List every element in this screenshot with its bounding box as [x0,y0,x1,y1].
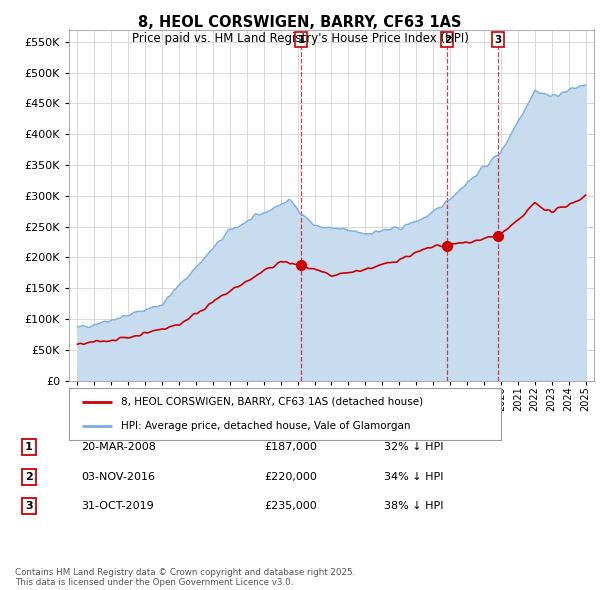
Text: 20-MAR-2008: 20-MAR-2008 [81,442,156,452]
Text: 34% ↓ HPI: 34% ↓ HPI [384,472,443,481]
Text: 3: 3 [494,35,502,45]
Text: 2: 2 [25,472,32,481]
Text: 31-OCT-2019: 31-OCT-2019 [81,502,154,511]
Text: 2: 2 [444,35,451,45]
Text: HPI: Average price, detached house, Vale of Glamorgan: HPI: Average price, detached house, Vale… [121,421,410,431]
Text: £235,000: £235,000 [264,502,317,511]
Text: 03-NOV-2016: 03-NOV-2016 [81,472,155,481]
Text: £220,000: £220,000 [264,472,317,481]
Text: 8, HEOL CORSWIGEN, BARRY, CF63 1AS: 8, HEOL CORSWIGEN, BARRY, CF63 1AS [138,15,462,30]
Text: 3: 3 [25,502,32,511]
Text: 1: 1 [298,35,305,45]
Text: 1: 1 [25,442,32,452]
Text: 38% ↓ HPI: 38% ↓ HPI [384,502,443,511]
Text: Price paid vs. HM Land Registry's House Price Index (HPI): Price paid vs. HM Land Registry's House … [131,32,469,45]
Text: 32% ↓ HPI: 32% ↓ HPI [384,442,443,452]
Text: 8, HEOL CORSWIGEN, BARRY, CF63 1AS (detached house): 8, HEOL CORSWIGEN, BARRY, CF63 1AS (deta… [121,396,423,407]
Text: Contains HM Land Registry data © Crown copyright and database right 2025.
This d: Contains HM Land Registry data © Crown c… [15,568,355,587]
Text: £187,000: £187,000 [264,442,317,452]
